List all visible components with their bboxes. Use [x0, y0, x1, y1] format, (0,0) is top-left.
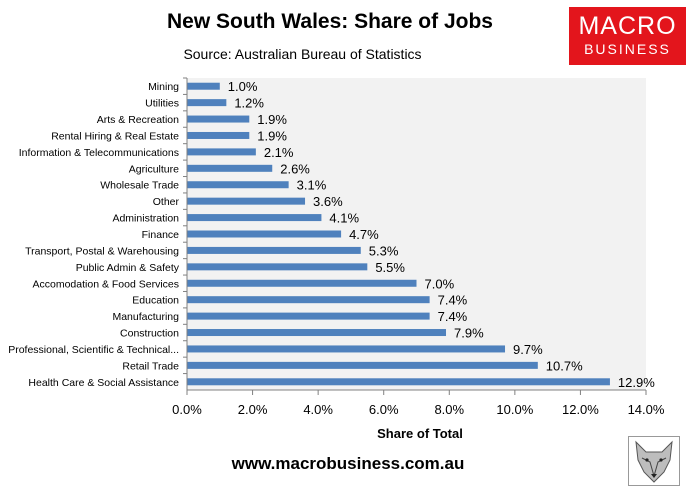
bar [187, 99, 227, 107]
value-label: 7.9% [454, 326, 484, 341]
x-tick-label: 4.0% [303, 402, 333, 417]
category-label: Retail Trade [122, 360, 179, 372]
value-label: 7.0% [425, 276, 455, 291]
category-label: Agriculture [129, 163, 179, 175]
x-tick-label: 10.0% [496, 402, 533, 417]
category-label: Utilities [145, 98, 179, 110]
x-tick-labels: 0.0% 2.0% 4.0% 6.0% 8.0% 10.0% 12.0% 14.0% [172, 402, 665, 417]
category-label: Mining [148, 81, 179, 93]
x-tick-label: 12.0% [562, 402, 599, 417]
category-labels: Mining Utilities Arts & Recreation Rental H… [8, 81, 180, 389]
x-tick-label: 14.0% [628, 402, 665, 417]
bar [187, 115, 250, 123]
value-label: 2.1% [264, 145, 294, 160]
value-label: 4.7% [349, 227, 379, 242]
value-label: 5.5% [375, 260, 405, 275]
bar [187, 148, 256, 156]
bar [187, 230, 342, 238]
bars-group [187, 82, 610, 386]
category-label: Arts & Recreation [97, 114, 179, 126]
macrobusiness-logo: MACRO BUSINESS [569, 7, 686, 65]
value-label: 7.4% [438, 309, 468, 324]
footer-url: www.macrobusiness.com.au [231, 454, 465, 473]
value-label: 12.9% [618, 375, 655, 390]
bar [187, 197, 306, 205]
value-label: 3.6% [313, 194, 343, 209]
category-label: Construction [120, 328, 179, 340]
x-tick-label: 2.0% [238, 402, 268, 417]
category-label: Information & Telecommunications [19, 147, 179, 159]
bar [187, 82, 220, 90]
value-label: 3.1% [297, 178, 327, 193]
bar [187, 164, 273, 172]
bar [187, 329, 447, 337]
category-label: Other [153, 196, 180, 208]
chart-subtitle: Source: Australian Bureau of Statistics [183, 46, 422, 62]
x-tick-label: 8.0% [434, 402, 464, 417]
bar [187, 279, 417, 287]
chart-title: New South Wales: Share of Jobs [167, 10, 493, 33]
bar [187, 378, 610, 386]
value-label: 1.9% [257, 112, 287, 127]
bar [187, 345, 506, 353]
category-label: Education [132, 295, 179, 307]
value-label: 1.9% [257, 128, 287, 143]
value-label: 2.6% [280, 161, 310, 176]
value-label: 5.3% [369, 243, 399, 258]
x-axis-title: Share of Total [377, 426, 463, 441]
bar [187, 181, 289, 189]
bar [187, 361, 538, 369]
category-label: Health Care & Social Assistance [28, 377, 179, 389]
x-axis [183, 77, 647, 395]
category-label: Public Admin & Safety [76, 262, 180, 274]
value-label: 1.0% [228, 79, 258, 94]
category-label: Administration [112, 213, 179, 225]
bar [187, 296, 430, 304]
x-tick-label: 0.0% [172, 402, 202, 417]
bar [187, 246, 361, 254]
bar-chart: Mining Utilities Arts & Recreation Rental H… [8, 77, 665, 441]
value-label: 1.2% [234, 96, 264, 111]
category-label: Wholesale Trade [100, 180, 179, 192]
x-tick-label: 6.0% [369, 402, 399, 417]
category-label: Rental Hiring & Real Estate [51, 130, 179, 142]
category-label: Professional, Scientific & Technical... [8, 344, 179, 356]
wolf-icon [628, 436, 680, 486]
category-label: Finance [142, 229, 180, 241]
category-label: Manufacturing [112, 311, 179, 323]
value-labels: 1.0%1.2%1.9%1.9%2.1%2.6%3.1%3.6%4.1%4.7%… [228, 79, 655, 390]
value-label: 10.7% [546, 358, 583, 373]
logo-line-1: MACRO [578, 12, 677, 40]
value-label: 7.4% [438, 293, 468, 308]
bar [187, 131, 250, 139]
logo-line-2: BUSINESS [584, 41, 671, 57]
value-label: 4.1% [329, 211, 359, 226]
category-label: Transport, Postal & Warehousing [25, 245, 179, 257]
value-label: 9.7% [513, 342, 543, 357]
bar [187, 312, 430, 320]
bar [187, 263, 368, 271]
bar [187, 214, 322, 222]
category-label: Accomodation & Food Services [33, 278, 180, 290]
